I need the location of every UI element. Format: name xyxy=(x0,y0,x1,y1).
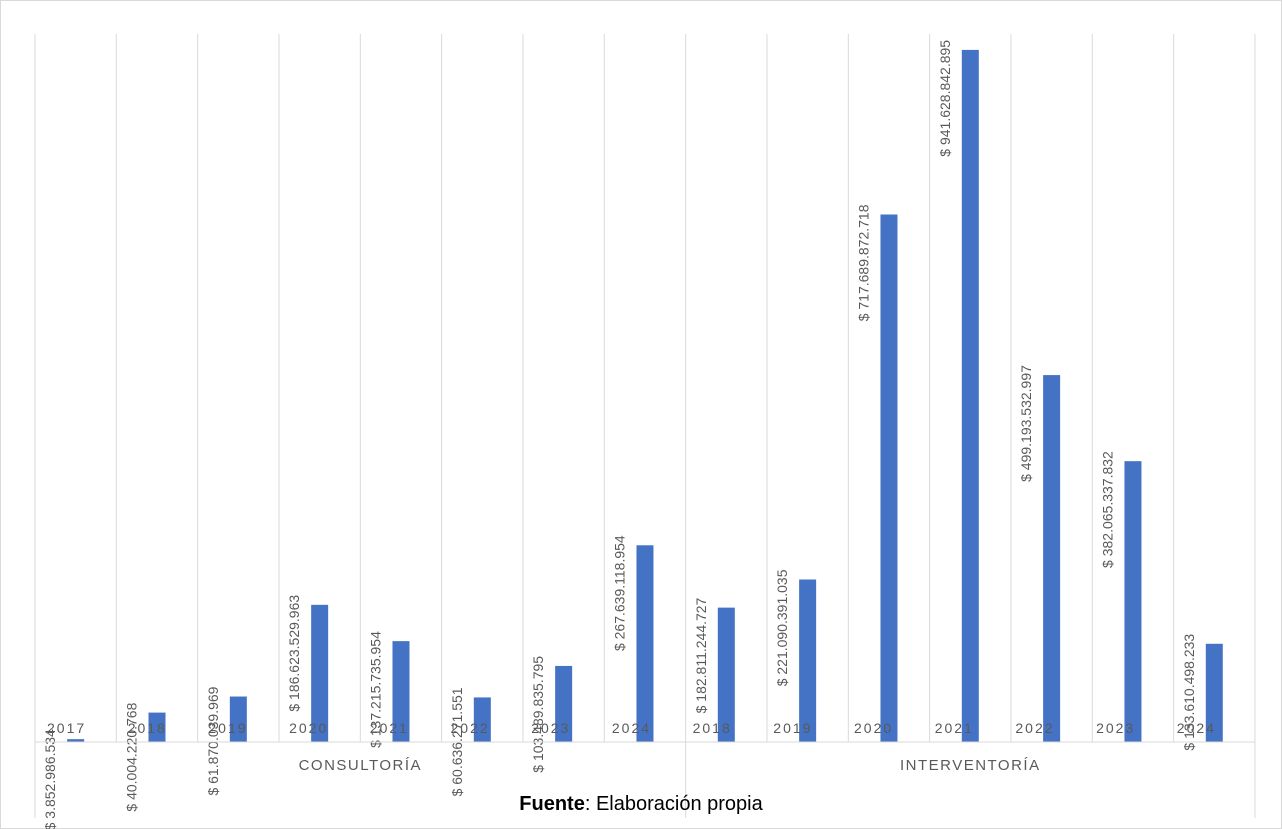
bar xyxy=(961,49,979,742)
bar xyxy=(229,696,247,742)
category-label: 2021 xyxy=(370,720,409,736)
group-label: CONSULTORÍA xyxy=(299,757,422,774)
data-label: $ 182.811.244.727 xyxy=(693,597,709,713)
data-label: $ 717.689.872.718 xyxy=(855,204,871,321)
category-label: 2021 xyxy=(935,720,974,736)
bar xyxy=(1124,461,1142,742)
category-label: 2018 xyxy=(128,720,167,736)
data-label: $ 137.215.735.954 xyxy=(367,631,383,748)
data-label: $ 3.852.986.534 xyxy=(42,729,58,829)
category-label: 2023 xyxy=(531,720,570,736)
bar xyxy=(311,604,329,742)
category-label: 2022 xyxy=(451,720,490,736)
bar xyxy=(1205,643,1223,742)
data-label: $ 186.623.529.963 xyxy=(286,595,302,712)
category-label: 2020 xyxy=(289,720,328,736)
data-label: $ 382.065.337.832 xyxy=(1099,451,1115,568)
category-label: 2020 xyxy=(854,720,893,736)
bar xyxy=(799,579,817,742)
data-label: $ 267.639.118.954 xyxy=(611,535,627,651)
bar xyxy=(392,641,410,742)
bar xyxy=(880,214,898,743)
source-caption: Fuente: Elaboración propia xyxy=(0,793,1282,816)
bar xyxy=(148,712,166,742)
data-label: $ 133.610.498.233 xyxy=(1181,634,1197,751)
bar xyxy=(67,739,85,742)
category-label: 2023 xyxy=(1096,720,1135,736)
category-label: 2024 xyxy=(1177,720,1216,736)
group-label: INTERVENTORÍA xyxy=(900,757,1041,774)
bar xyxy=(717,607,735,742)
category-label: 2024 xyxy=(612,720,651,736)
bar xyxy=(1043,375,1061,742)
source-text: : Elaboración propia xyxy=(584,793,763,815)
category-label: 2019 xyxy=(773,720,812,736)
data-label: $ 499.193.532.997 xyxy=(1018,365,1034,482)
data-label: $ 221.090.391.035 xyxy=(774,569,790,686)
data-label: $ 103.489.835.795 xyxy=(530,656,546,773)
data-label: $ 941.628.842.895 xyxy=(937,40,953,157)
bar xyxy=(473,697,491,742)
category-label: 2017 xyxy=(47,720,86,736)
source-label: Fuente xyxy=(519,793,585,815)
bar xyxy=(555,665,573,742)
data-label: $ 40.004.220.768 xyxy=(123,702,139,811)
category-label: 2019 xyxy=(208,720,247,736)
category-label: 2018 xyxy=(693,720,732,736)
category-label: 2022 xyxy=(1015,720,1054,736)
bar xyxy=(636,545,654,742)
data-label: $ 61.870.039.969 xyxy=(205,686,221,795)
